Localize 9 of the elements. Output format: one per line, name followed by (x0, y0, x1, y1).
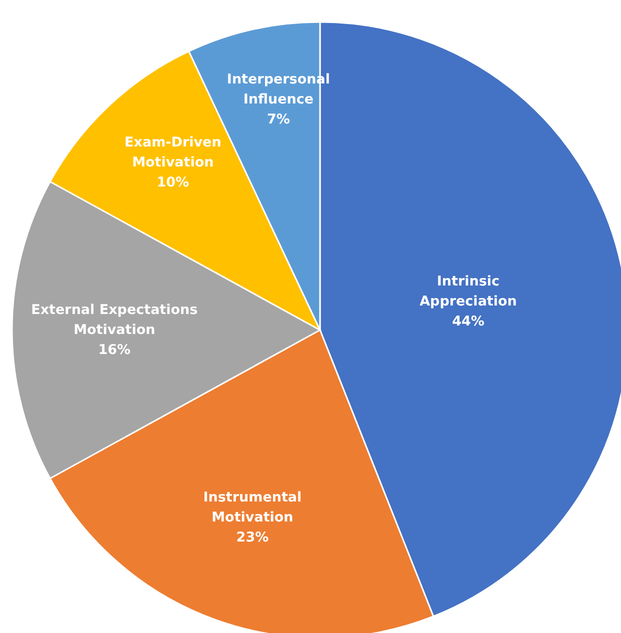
data-label: 10% (156, 174, 190, 190)
data-label: 23% (236, 529, 270, 546)
data-label: 16% (98, 342, 132, 358)
slice-label: Instrumental Motivation (203, 489, 302, 526)
slice-label: Intrinsic Appreciation (420, 273, 517, 310)
slice-label: External Expectations Motivation (31, 302, 198, 338)
data-label: 7% (266, 110, 290, 128)
slice-label: Exam-Driven Motivation (124, 134, 222, 170)
data-label: 44% (452, 313, 485, 330)
